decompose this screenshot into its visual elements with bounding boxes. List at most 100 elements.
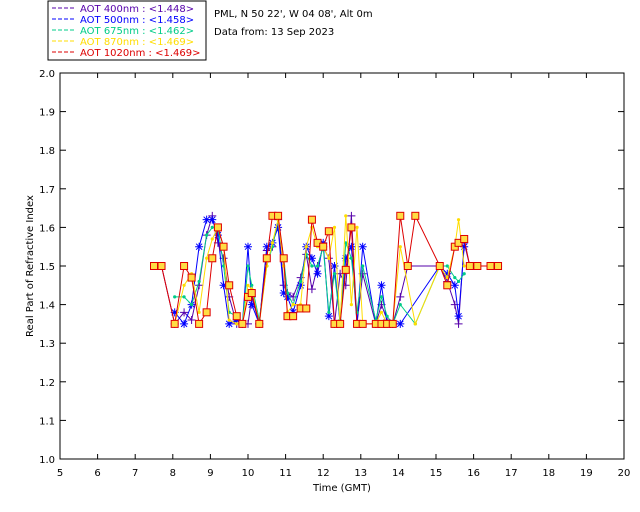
data-point — [332, 225, 337, 229]
chart-location: PML, N 50 22', W 04 08', Alt 0m — [214, 9, 373, 20]
data-point — [187, 273, 196, 282]
y-tick-label: 1.2 — [39, 378, 55, 389]
data-point — [344, 241, 348, 245]
x-tick-label: 6 — [94, 468, 100, 479]
data-point — [283, 292, 292, 301]
data-point — [450, 281, 459, 290]
data-point — [205, 233, 209, 237]
data-point — [202, 308, 211, 317]
data-point — [403, 262, 412, 270]
data-point — [310, 264, 314, 268]
data-point — [157, 262, 166, 270]
data-point — [247, 300, 256, 309]
data-point — [202, 215, 211, 224]
data-point — [347, 211, 356, 220]
data-point — [454, 319, 463, 328]
x-axis-label: Time (GMT) — [312, 483, 371, 494]
data-point — [190, 303, 194, 307]
data-point — [262, 254, 271, 263]
data-point — [347, 242, 356, 251]
data-point — [304, 245, 308, 249]
x-tick-label: 20 — [618, 468, 631, 479]
data-point — [213, 223, 222, 232]
data-point — [361, 264, 365, 268]
data-point — [456, 279, 461, 284]
data-point — [173, 295, 177, 299]
data-point — [462, 264, 466, 268]
data-point — [250, 283, 254, 287]
data-point — [289, 312, 298, 321]
data-point — [180, 308, 189, 317]
data-point — [246, 264, 250, 268]
data-point — [279, 289, 288, 298]
x-tick-label: 18 — [542, 468, 555, 479]
y-tick-label: 1.9 — [39, 108, 55, 119]
data-point — [180, 319, 189, 328]
data-point — [494, 262, 503, 270]
data-point — [307, 215, 316, 224]
data-point — [170, 308, 179, 317]
series-4 — [150, 211, 503, 328]
x-tick-label: 8 — [170, 468, 176, 479]
series-group — [150, 211, 503, 328]
data-point — [187, 316, 196, 325]
data-point — [274, 223, 283, 232]
x-tick-label: 15 — [430, 468, 443, 479]
data-point — [396, 319, 405, 328]
data-point — [330, 262, 339, 270]
data-point — [227, 318, 231, 322]
y-tick-label: 1.0 — [39, 455, 55, 466]
data-point — [238, 319, 247, 328]
data-point — [210, 225, 214, 229]
data-point — [385, 314, 389, 318]
data-point — [182, 295, 186, 299]
data-point — [291, 303, 295, 307]
legend-entry: AOT 675nm : <1.462> — [80, 26, 194, 37]
data-point — [456, 218, 461, 222]
data-point — [379, 295, 384, 299]
axis-ticks: 5 6 7 8 9 10 11 12 13 14 15 16 17 18 19 20 1.0 1.1 1.2 1.3 1… — [39, 69, 630, 479]
y-tick-label: 1.5 — [39, 262, 55, 273]
data-point — [443, 281, 452, 290]
legend-entry: AOT 400nm : <1.448> — [80, 4, 194, 15]
data-point — [465, 262, 474, 270]
y-tick-label: 1.4 — [39, 301, 55, 312]
x-tick-label: 11 — [279, 468, 292, 479]
data-point — [225, 319, 234, 328]
data-point — [210, 237, 214, 241]
data-point — [262, 242, 271, 251]
y-tick-label: 1.1 — [39, 416, 55, 427]
data-point — [355, 225, 359, 229]
data-point — [221, 264, 226, 268]
data-point — [453, 275, 457, 280]
data-point — [219, 242, 228, 251]
legend: AOT 400nm : <1.448>AOT 500nm : <1.458>AO… — [52, 4, 200, 59]
data-point — [327, 256, 331, 260]
data-point — [285, 291, 290, 295]
data-point — [324, 312, 333, 321]
data-point — [307, 254, 316, 263]
data-point — [411, 211, 420, 220]
y-tick-label: 1.7 — [39, 185, 55, 196]
data-point — [347, 223, 356, 232]
data-point — [319, 242, 328, 251]
data-point — [324, 227, 333, 236]
data-point — [377, 281, 386, 290]
data-point — [349, 256, 353, 260]
data-point — [213, 231, 222, 240]
data-point — [270, 241, 275, 245]
data-point — [315, 264, 320, 268]
data-point — [255, 319, 264, 328]
data-point — [435, 262, 444, 270]
data-point — [327, 310, 331, 314]
data-point — [413, 322, 417, 326]
data-point — [349, 303, 353, 307]
data-point — [358, 319, 367, 328]
data-point — [460, 234, 469, 243]
data-point — [302, 304, 311, 313]
data-point — [396, 292, 405, 301]
data-point — [486, 262, 495, 270]
data-point — [473, 262, 482, 270]
data-point — [274, 211, 283, 220]
data-point — [336, 319, 345, 328]
